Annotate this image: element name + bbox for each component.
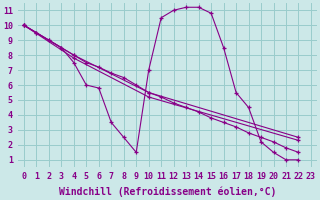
X-axis label: Windchill (Refroidissement éolien,°C): Windchill (Refroidissement éolien,°C) <box>59 187 276 197</box>
